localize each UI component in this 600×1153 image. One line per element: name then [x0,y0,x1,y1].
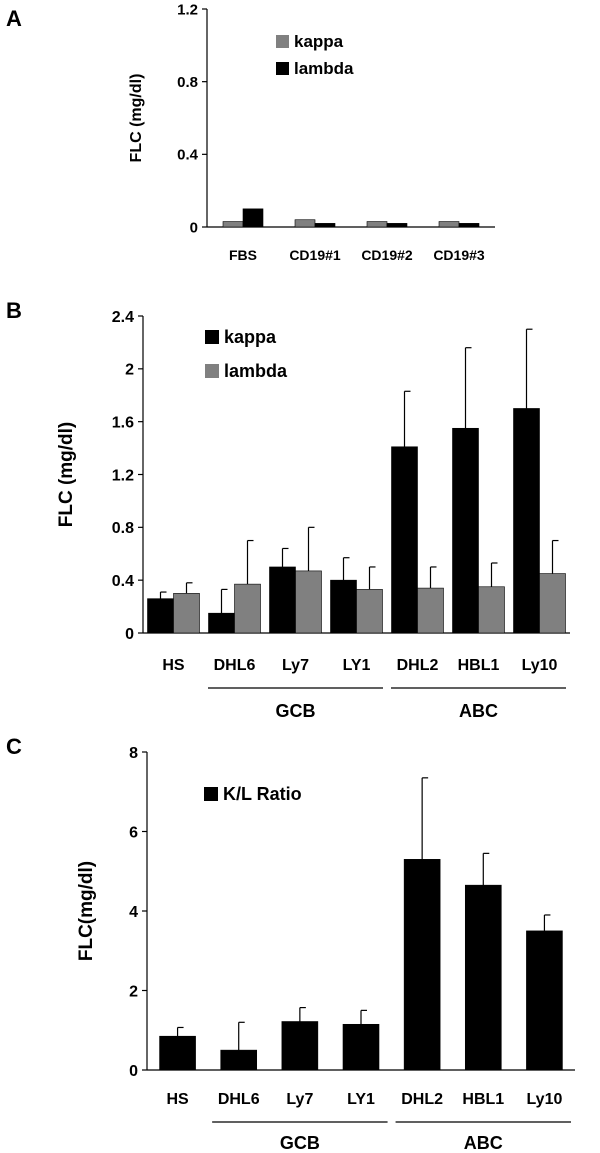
x-tick-label: HS [162,657,185,674]
bar-kappa [147,598,174,634]
bar-lambda [458,223,480,228]
panel-label: C [6,734,22,759]
bar-k-l-ratio [526,930,563,1071]
bar-lambda [478,586,505,634]
panel-b: B 0 0.4 0.8 1.2 1.6 2 2.4 FLC (mg/dl) HS DHL6 Ly7 LY… [6,298,570,721]
x-tick-label: Ly10 [526,1091,562,1108]
legend-swatch [205,364,219,378]
y-tick-label: 1.6 [112,414,134,431]
bar-kappa [438,221,460,228]
bar-k-l-ratio [220,1049,258,1071]
bar-k-l-ratio [464,884,502,1071]
x-tick-label: LY1 [343,657,371,674]
bar-k-l-ratio [281,1021,319,1071]
bar-kappa [294,219,316,228]
x-tick-label: HS [166,1091,189,1108]
x-tick-label: CD19#2 [361,247,413,263]
y-tick-label: 0 [125,626,134,643]
bar-lambda [314,223,336,228]
bar-kappa [513,408,540,634]
bar-k-l-ratio [159,1035,196,1071]
group-label: ABC [459,701,498,721]
x-tick-label: HBL1 [462,1091,504,1108]
bar-kappa [269,566,296,634]
panel-label: B [6,298,22,323]
bar-lambda [539,573,566,634]
x-tick-label: CD19#1 [289,247,341,263]
bar-lambda [295,570,322,634]
bar-kappa [391,446,418,634]
y-tick-label: 0.8 [112,520,134,537]
y-tick-label: 0 [190,219,198,236]
y-tick-label: 2 [125,362,134,379]
legend-label: lambda [224,361,288,381]
bar-k-l-ratio [403,859,441,1071]
y-axis-title: FLC (mg/dl) [128,74,145,163]
x-tick-label: HBL1 [458,657,500,674]
legend-label: kappa [224,327,277,347]
x-tick-label: CD19#3 [433,247,485,263]
legend-swatch [276,62,289,75]
y-tick-label: 0.4 [112,573,134,590]
y-tick-label: 0.4 [177,147,199,164]
x-tick-label: Ly7 [282,657,309,674]
panel-label: A [6,6,22,31]
y-tick-label: 2.4 [112,309,134,326]
bar-lambda [242,208,264,228]
bar-kappa [330,579,357,634]
bar-lambda [173,593,200,634]
x-tick-label: Ly10 [522,657,558,674]
legend-swatch [276,35,289,48]
x-tick-label: DHL6 [218,1091,260,1108]
legend-swatch [204,787,218,801]
bar-k-l-ratio [342,1023,380,1071]
x-tick-label: DHL6 [214,657,256,674]
y-tick-label: 0.8 [177,74,198,91]
legend-swatch [205,330,219,344]
bar-kappa [366,221,388,228]
legend-label: kappa [294,32,344,51]
y-axis-title: FLC (mg/dl) [56,422,77,528]
panel-c: C 0 2 4 6 8 FLC(mg/dl) HS DHL6 Ly7 LY1 DHL2 HBL1 Ly10… [6,734,575,1153]
y-tick-label: 4 [129,904,138,921]
x-tick-label: DHL2 [401,1091,443,1108]
x-tick-label: Ly7 [286,1091,313,1108]
group-label: ABC [464,1133,503,1153]
bar-kappa [222,221,244,228]
bar-lambda [386,223,408,228]
bar-lambda [417,587,444,634]
legend-label: K/L Ratio [223,784,302,804]
bar-kappa [208,612,235,634]
bar-kappa [452,427,479,634]
y-tick-label: 8 [129,745,138,762]
x-tick-label: FBS [229,247,257,263]
x-tick-label: DHL2 [397,657,439,674]
y-tick-label: 2 [129,983,138,1000]
panel-a: A 0 0.4 0.8 1.2 FLC (mg/dl) FBS CD19#1 CD19#2 CD1… [6,1,495,263]
y-tick-label: 1.2 [177,1,198,18]
legend-label: lambda [294,59,354,78]
y-tick-label: 0 [129,1063,138,1080]
y-tick-label: 6 [129,824,138,841]
y-axis-title: FLC(mg/dl) [76,861,97,961]
group-label: GCB [280,1133,320,1153]
group-label: GCB [276,701,316,721]
y-tick-label: 1.2 [112,467,134,484]
x-tick-label: LY1 [347,1091,375,1108]
bar-lambda [356,589,383,634]
bar-lambda [234,583,261,634]
